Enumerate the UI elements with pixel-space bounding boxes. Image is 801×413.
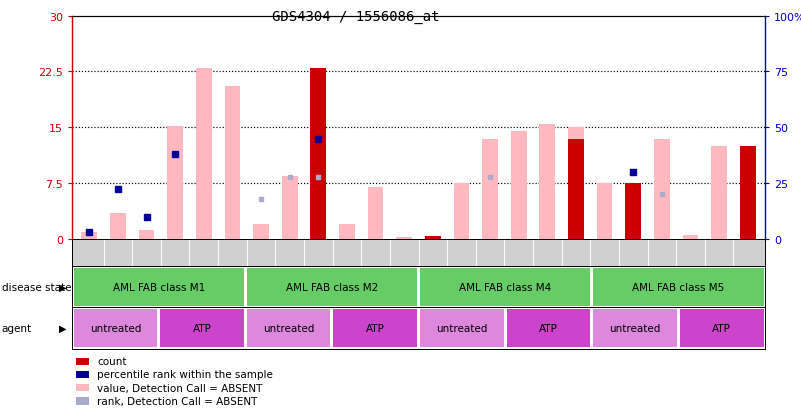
Bar xyxy=(626,184,641,240)
Bar xyxy=(680,309,763,347)
Bar xyxy=(597,184,613,240)
Text: ATP: ATP xyxy=(539,323,557,333)
Bar xyxy=(420,309,504,347)
Bar xyxy=(626,184,641,240)
Bar xyxy=(425,237,441,240)
Bar xyxy=(511,132,526,240)
Text: untreated: untreated xyxy=(263,323,314,333)
Bar xyxy=(396,237,412,240)
Bar xyxy=(368,188,384,240)
Text: rank, Detection Call = ABSENT: rank, Detection Call = ABSENT xyxy=(97,396,257,406)
Bar xyxy=(740,147,755,240)
Text: AML FAB class M5: AML FAB class M5 xyxy=(632,282,724,292)
Bar xyxy=(333,309,417,347)
Bar xyxy=(224,87,240,240)
Bar xyxy=(196,69,211,240)
Bar xyxy=(82,232,97,240)
Text: ATP: ATP xyxy=(192,323,211,333)
Bar xyxy=(247,309,331,347)
Text: value, Detection Call = ABSENT: value, Detection Call = ABSENT xyxy=(97,383,262,393)
Bar xyxy=(139,230,155,240)
Text: untreated: untreated xyxy=(436,323,488,333)
Text: count: count xyxy=(97,356,127,366)
Bar xyxy=(311,184,326,240)
Text: ATP: ATP xyxy=(712,323,731,333)
Text: AML FAB class M4: AML FAB class M4 xyxy=(459,282,551,292)
Text: GDS4304 / 1556086_at: GDS4304 / 1556086_at xyxy=(272,10,440,24)
Bar xyxy=(711,147,727,240)
Bar xyxy=(311,69,326,240)
Text: AML FAB class M1: AML FAB class M1 xyxy=(113,282,205,292)
Text: untreated: untreated xyxy=(90,323,141,333)
Text: ATP: ATP xyxy=(366,323,384,333)
Bar xyxy=(74,268,244,306)
Text: disease state: disease state xyxy=(2,282,71,292)
Text: agent: agent xyxy=(2,323,32,333)
Bar xyxy=(682,236,698,240)
Bar xyxy=(74,309,157,347)
Bar xyxy=(594,309,677,347)
Bar xyxy=(160,309,244,347)
Text: ▶: ▶ xyxy=(59,282,66,292)
Text: AML FAB class M2: AML FAB class M2 xyxy=(286,282,378,292)
Bar xyxy=(453,184,469,240)
Bar xyxy=(482,139,498,240)
Bar xyxy=(740,147,755,240)
Bar xyxy=(339,225,355,240)
Bar xyxy=(568,128,584,240)
Bar xyxy=(253,225,269,240)
Bar xyxy=(110,214,126,240)
Bar xyxy=(247,268,417,306)
Bar xyxy=(568,139,584,240)
Bar xyxy=(167,126,183,240)
Bar xyxy=(506,309,590,347)
Bar xyxy=(425,237,441,240)
Text: untreated: untreated xyxy=(610,323,661,333)
Bar xyxy=(282,176,297,240)
Bar xyxy=(540,124,555,240)
Text: ▶: ▶ xyxy=(59,323,66,333)
Bar xyxy=(654,139,670,240)
Text: percentile rank within the sample: percentile rank within the sample xyxy=(97,370,273,380)
Bar xyxy=(594,268,763,306)
Bar xyxy=(420,268,590,306)
